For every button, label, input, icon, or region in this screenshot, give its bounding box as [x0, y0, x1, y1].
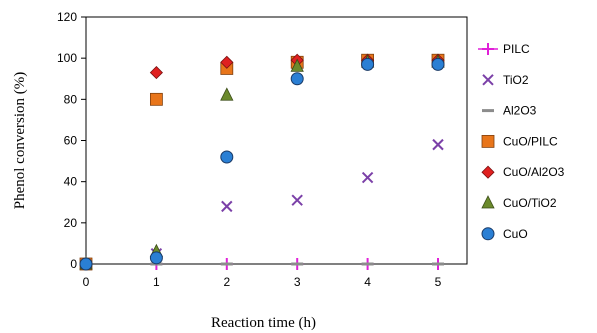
y-tick-label: 80	[64, 92, 78, 106]
point-tio2	[291, 194, 303, 206]
legend-item-cuo-tio2: CuO/TiO2	[481, 195, 557, 210]
point-tio2-b	[291, 194, 303, 206]
point-tio2-b	[432, 138, 444, 151]
point-cuo	[149, 251, 163, 265]
legend-marker-pilc	[482, 43, 494, 55]
y-tick-label: 20	[64, 216, 78, 230]
legend-marker-tio2-b	[482, 74, 494, 86]
legend-item-al2o3: Al2O3	[482, 104, 537, 118]
x-tick-label: 3	[294, 275, 301, 289]
legend-item-cuo-al2o3: CuO/Al2O3	[481, 165, 565, 179]
x-tick-label: 4	[364, 275, 371, 289]
point-tio2-b	[221, 200, 233, 213]
point-cuo-tio2	[290, 58, 304, 72]
data-points	[79, 53, 445, 271]
x-axis: 0 1 2 3 4 5	[83, 264, 442, 289]
point-tio2	[361, 171, 374, 184]
y-axis: 0 20 40 60 80 100 120	[57, 10, 86, 271]
point-cuo-tio2	[220, 87, 234, 101]
x-tick-label: 5	[435, 275, 442, 289]
legend-item-cuo: CuO	[481, 227, 528, 241]
point-cuo	[361, 57, 375, 71]
legend-marker-cuo-al2o3	[481, 165, 495, 179]
y-tick-label: 100	[57, 51, 77, 65]
point-tio2	[432, 138, 444, 151]
x-tick-label: 0	[83, 275, 90, 289]
y-axis-title: Phenol conversion (%)	[12, 72, 28, 209]
y-tick-label: 0	[70, 257, 77, 271]
legend-marker-cuo-tio2	[481, 195, 495, 209]
legend-marker-cuo-pilc	[481, 134, 495, 148]
legend-label: PILC	[503, 42, 530, 56]
x-axis-title: Reaction time (h)	[211, 315, 316, 331]
legend-label: Al2O3	[503, 104, 537, 118]
legend-label: TiO2	[503, 73, 529, 87]
legend-item-tio2: TiO2	[482, 73, 529, 87]
legend-marker-tio2	[482, 74, 494, 86]
point-tio2	[221, 200, 233, 213]
x-tick-label: 1	[153, 275, 160, 289]
legend: PILC TiO2 Al2O3 CuO/PILC CuO/Al2O3 CuO/TiO2 Cu…	[478, 42, 565, 241]
legend-label: CuO/Al2O3	[503, 165, 565, 179]
point-cuo-al2o3	[220, 55, 234, 69]
point-cuo	[290, 72, 304, 86]
plot-frame	[85, 16, 468, 265]
legend-label: CuO	[503, 227, 528, 241]
point-cuo	[220, 150, 234, 164]
point-cuo	[79, 257, 93, 271]
plot-area	[85, 16, 468, 265]
point-cuo	[431, 57, 445, 71]
x-tick-label: 2	[223, 275, 230, 289]
legend-label: CuO/PILC	[503, 134, 558, 148]
point-cuo-al2o3	[149, 66, 163, 80]
point-cuo-pilc	[149, 92, 163, 106]
y-tick-label: 40	[64, 175, 78, 189]
legend-marker-cuo	[481, 227, 495, 241]
y-tick-label: 60	[64, 134, 78, 148]
y-tick-label: 120	[57, 10, 77, 24]
legend-item-cuo-pilc: CuO/PILC	[481, 134, 558, 148]
legend-item-pilc: PILC	[478, 42, 530, 56]
point-tio2-b	[361, 171, 374, 184]
legend-label: CuO/TiO2	[503, 196, 557, 210]
